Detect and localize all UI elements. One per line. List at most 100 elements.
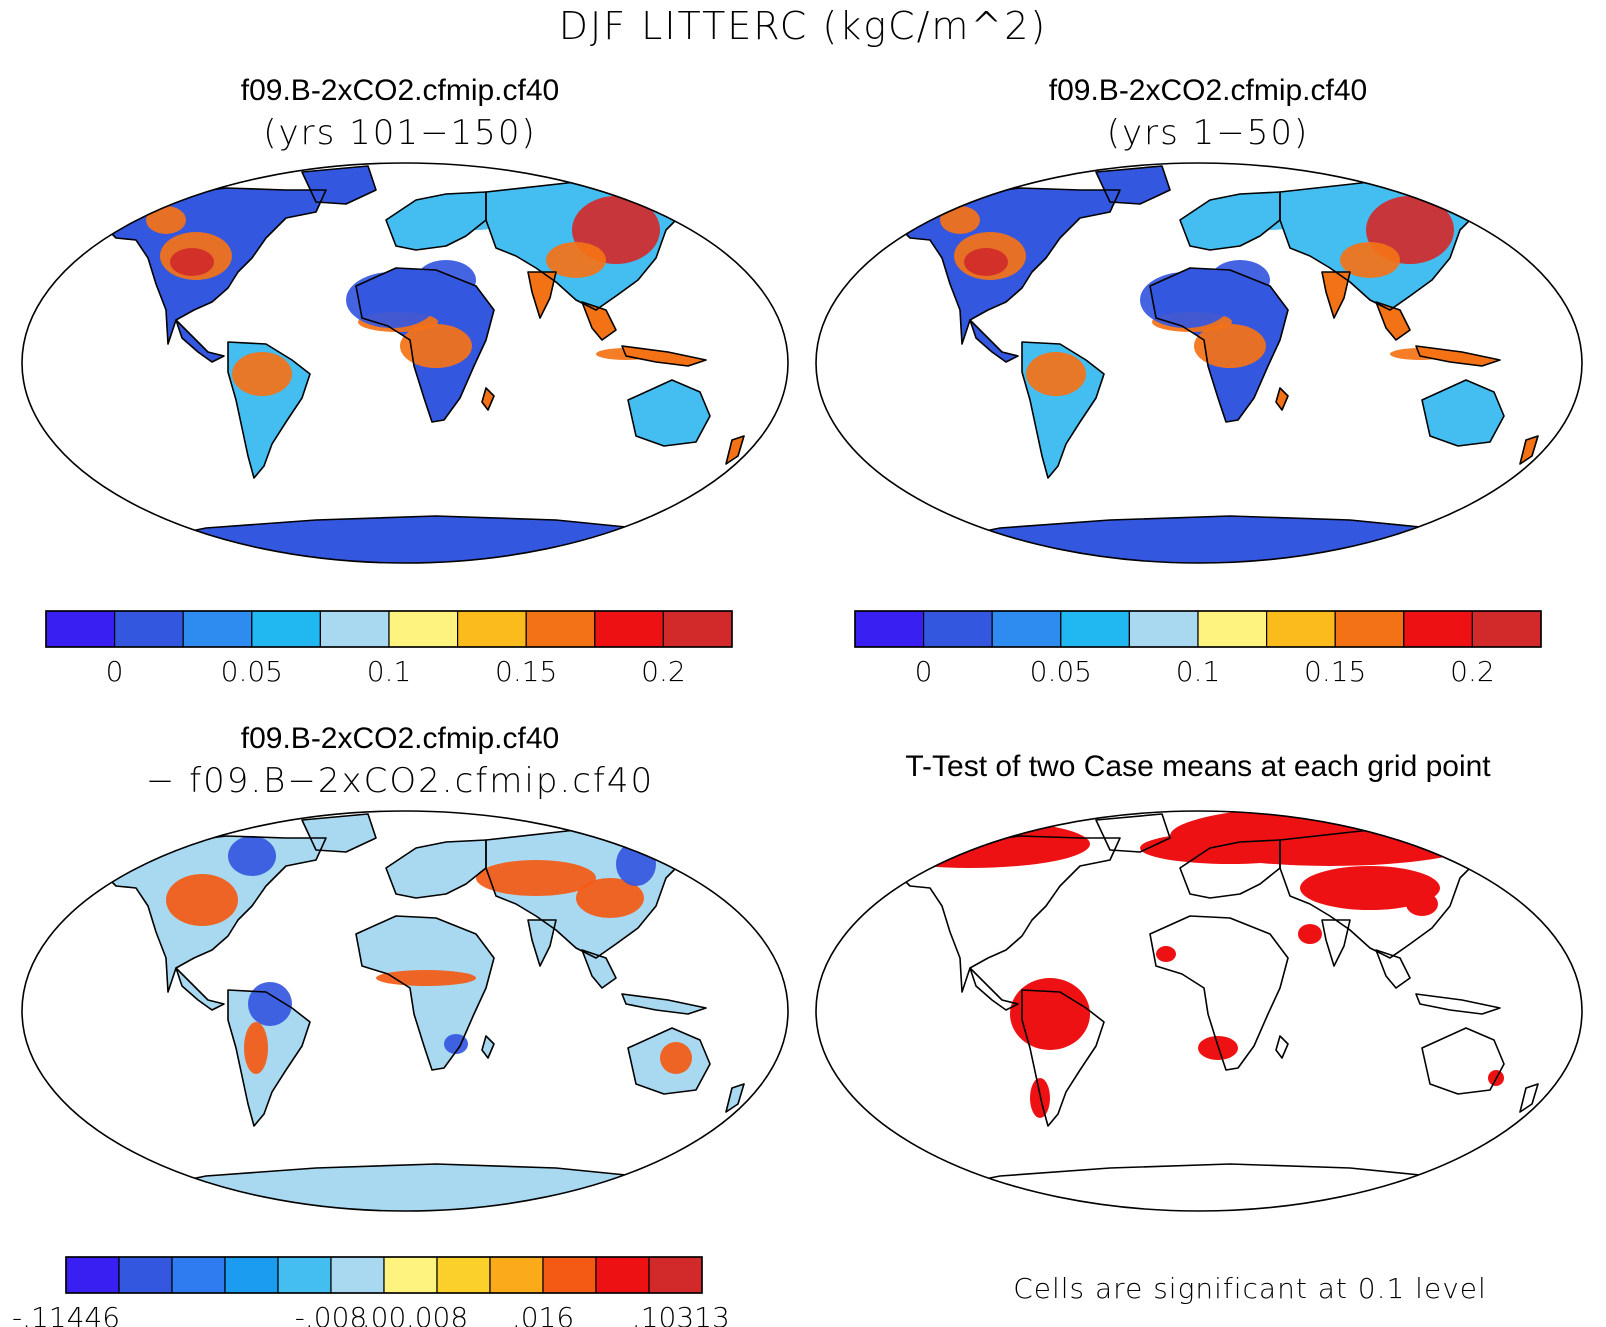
- coastline-africa: [1149, 267, 1289, 423]
- colorbar-tick-label: 0.15: [495, 655, 557, 688]
- landmass-india: [528, 272, 556, 318]
- coastline-africa: [1149, 915, 1289, 1071]
- colorbar-box: [542, 1256, 597, 1294]
- field-anomaly-patch: [146, 206, 186, 234]
- field-anomaly-patch: [1240, 210, 1300, 230]
- colorbar-tick-label: 0.2: [1450, 655, 1495, 688]
- significant-cells-patch: [850, 820, 1090, 868]
- coastline-indonesia: [1415, 345, 1501, 367]
- coastline-newZealand: [1519, 435, 1539, 465]
- colorbar-tick-label: 0.05: [1030, 655, 1092, 688]
- coastline-centralAmerica: [969, 319, 1019, 363]
- landmass-seAsia: [582, 302, 616, 340]
- field-anomaly-patch: [546, 242, 606, 278]
- map-panel-top-left: [21, 162, 789, 564]
- landmass-australia: [628, 380, 710, 446]
- colorbar-bottom-left: -.11446 -.008.00.008 .016 .10313: [12, 1256, 730, 1327]
- map-border: [815, 162, 1583, 564]
- field-anomaly-patch: [476, 860, 596, 896]
- landmass-seAsia: [582, 950, 616, 988]
- colorbar-box: [436, 1256, 491, 1294]
- colorbar-tick-label: 0.1: [367, 655, 412, 688]
- field-anomaly-patch: [232, 352, 292, 396]
- coastline-indonesia: [1415, 993, 1501, 1015]
- colorbar-box: [330, 1256, 385, 1294]
- panel-top-right-title: f09.B-2xCO2.cfmip.cf40: [1048, 74, 1368, 107]
- significant-cells-patch: [1156, 946, 1176, 962]
- colorbar-tick-label: .008: [406, 1301, 468, 1327]
- landmass-africa: [356, 916, 494, 1070]
- landmass-southAmerica: [228, 990, 310, 1126]
- colorbar-tick-label: .10313: [632, 1301, 730, 1327]
- landmass-indonesia: [622, 994, 706, 1014]
- colorbar-border: [45, 610, 733, 648]
- colorbar-box: [1471, 610, 1542, 648]
- colorbar-box: [113, 610, 184, 648]
- coastline-seAsia: [1375, 949, 1411, 989]
- coastline-seAsia: [1375, 301, 1411, 341]
- coastline-centralAmerica: [175, 967, 225, 1011]
- panel-top-right-subtitle: (yrs 1−50): [1106, 113, 1310, 153]
- map-border: [21, 162, 789, 564]
- coastline-india: [1321, 271, 1351, 319]
- coastline-southAmerica: [1021, 341, 1105, 479]
- colorbar-box: [1403, 610, 1473, 648]
- coastline-europe: [1179, 191, 1281, 251]
- landmass-greenland: [302, 166, 376, 204]
- ocean-background: [816, 811, 1582, 1211]
- landmass-europe: [386, 840, 486, 898]
- significance-note: Cells are significant at 0.1 level: [1013, 1272, 1487, 1305]
- map-border: [815, 810, 1583, 1212]
- landmass-india: [528, 920, 556, 966]
- coastline-africa: [355, 915, 495, 1071]
- coastline-europe: [385, 191, 487, 251]
- colorbar-tick-label: .016: [512, 1301, 574, 1327]
- colorbar-box: [383, 1256, 438, 1294]
- field-anomaly-patch: [346, 272, 438, 328]
- coastline-india: [527, 919, 557, 967]
- field-anomaly-patch: [400, 324, 472, 368]
- colorbar-tick-label: -.11446: [12, 1301, 120, 1327]
- coastline-greenland: [301, 813, 377, 853]
- coastline-indonesia: [621, 993, 707, 1015]
- coastline-centralAmerica: [175, 319, 225, 363]
- field-anomaly-patch: [1026, 352, 1086, 396]
- colorbar-box: [388, 610, 459, 648]
- colorbar-box: [118, 1256, 173, 1294]
- landmass-greenland: [302, 814, 376, 852]
- landmass-europe: [1180, 192, 1280, 250]
- coastline-madagascar: [1275, 387, 1289, 411]
- colorbar-box: [489, 1256, 544, 1294]
- map-panel-bottom-right: [815, 810, 1583, 1212]
- coastline-greenland: [301, 165, 377, 205]
- colorbar-box: [1128, 610, 1199, 648]
- coastline-greenland: [1095, 165, 1171, 205]
- colorbar-tick-label: 0.2: [641, 655, 686, 688]
- coastline-southAmerica: [227, 341, 311, 479]
- significant-cells-patch: [1300, 866, 1440, 910]
- field-anomaly-patch: [1210, 260, 1270, 300]
- coastline-india: [1321, 919, 1351, 967]
- field-anomaly-patch: [170, 248, 214, 276]
- colorbar-box: [922, 610, 993, 648]
- colorbar-box: [854, 610, 925, 648]
- colorbar-box: [991, 610, 1062, 648]
- coastline-indonesia: [621, 345, 707, 367]
- field-anomaly-patch: [376, 970, 476, 986]
- field-anomaly-patch: [660, 1042, 692, 1074]
- coastline-australia: [1421, 379, 1505, 447]
- coastline-northAmerica: [103, 187, 327, 345]
- colorbar-box: [662, 610, 733, 648]
- main-title: DJF LITTERC (kgC/m^2): [558, 4, 1048, 48]
- colorbar-top-left: 0 0.05 0.1 0.15 0.2: [45, 610, 733, 688]
- map-panel-top-right: [815, 162, 1583, 564]
- coastline-madagascar: [481, 387, 495, 411]
- land-layer: [103, 813, 745, 1211]
- landmass-europe: [386, 192, 486, 250]
- coastline-india: [527, 271, 557, 319]
- coastline-northAmerica: [103, 835, 327, 993]
- colorbar-top-right: 0 0.05 0.1 0.15 0.2: [854, 610, 1542, 688]
- panel-bottom-right-title: T-Test of two Case means at each grid po…: [905, 750, 1491, 783]
- coastline-greenland: [1095, 813, 1171, 853]
- coastline-australia: [1421, 1027, 1505, 1095]
